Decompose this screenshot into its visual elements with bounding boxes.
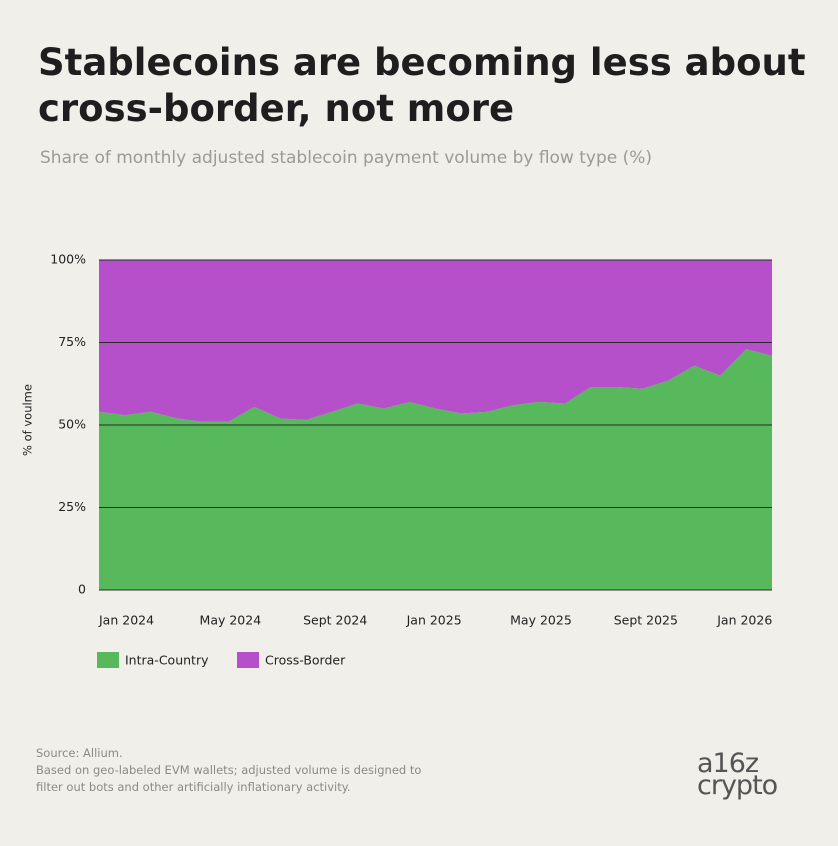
area	[99, 349, 772, 590]
y-tick-label: 25%	[58, 499, 86, 514]
y-tick-label: 50%	[58, 417, 86, 432]
logo: a16z	[697, 748, 759, 779]
legend-swatch	[237, 652, 259, 668]
chart-title: Stablecoins are becoming less about cros…	[38, 41, 806, 130]
footnote: Based on geo-labeled EVM wallets; adjust…	[36, 763, 422, 794]
legend-label: Cross-Border	[265, 653, 346, 668]
x-tick-label: May 2024	[200, 613, 262, 628]
legend-label: Intra-Country	[125, 653, 209, 668]
chart-subtitle: Share of monthly adjusted stablecoin pay…	[40, 148, 653, 168]
x-tick-label: Sept 2024	[303, 613, 367, 628]
x-tick-label: Jan 2025	[406, 613, 462, 628]
y-axis-label: % of voulme	[21, 384, 35, 456]
logo: crypto	[697, 770, 778, 801]
legend-swatch	[97, 652, 119, 668]
y-tick-label: 75%	[58, 334, 86, 349]
x-tick-label: Jan 2024	[98, 613, 154, 628]
x-tick-label: Jan 2026	[716, 613, 772, 628]
area	[99, 260, 772, 422]
y-tick-label: 100%	[50, 252, 86, 267]
x-tick-label: Sept 2025	[614, 613, 678, 628]
y-tick-label: 0	[78, 582, 86, 597]
x-tick-label: May 2025	[510, 613, 572, 628]
source: Source: Allium.	[36, 746, 123, 760]
